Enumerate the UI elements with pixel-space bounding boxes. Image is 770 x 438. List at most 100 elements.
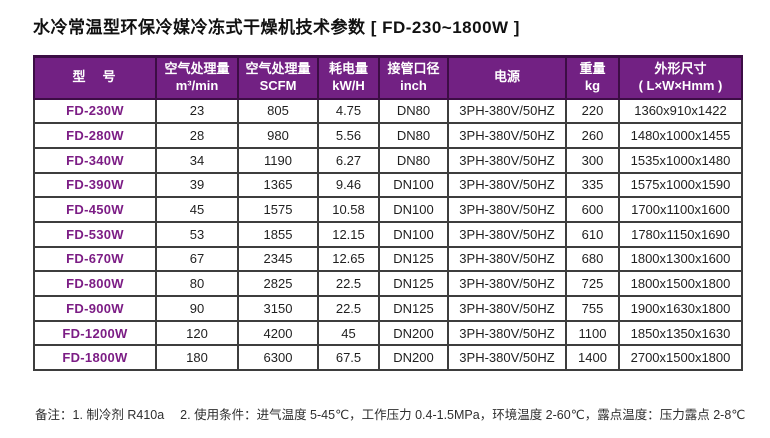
table-cell: DN100 [378, 220, 449, 248]
table-cell: 1190 [237, 146, 319, 174]
table-row: FD-280W 28 980 5.56 DN80 3PH-380V/50HZ 2… [33, 122, 743, 149]
table-cell: DN80 [378, 97, 449, 125]
table-cell: 9.46 [317, 171, 380, 199]
table-cell: 805 [237, 97, 319, 125]
footnote: 备注：1. 制冷剂 R410a 2. 使用条件：进气温度 5-45℃，工作压力 … [35, 408, 746, 422]
table-cell: 1480x1000x1455 [618, 122, 743, 149]
table-cell: 3PH-380V/50HZ [447, 171, 567, 199]
model-cell: FD-670W [33, 245, 157, 273]
table-row: FD-1200W 120 4200 45 DN200 3PH-380V/50HZ… [33, 319, 743, 347]
table-cell: DN100 [378, 196, 449, 223]
table-cell: 67 [155, 245, 239, 273]
table-cell: 1360x910x1422 [618, 97, 743, 125]
table-cell: 34 [155, 146, 239, 174]
table-cell: 3PH-380V/50HZ [447, 270, 567, 297]
table-cell: 45 [155, 196, 239, 223]
table-cell: 1800x1500x1800 [618, 270, 743, 297]
table-cell: 3PH-380V/50HZ [447, 196, 567, 223]
table-cell: DN200 [378, 344, 449, 372]
model-cell: FD-230W [33, 97, 157, 125]
table-cell: DN125 [378, 245, 449, 273]
table-cell: DN200 [378, 319, 449, 347]
model-cell: FD-800W [33, 270, 157, 297]
table-cell: 220 [565, 97, 620, 125]
model-cell: FD-390W [33, 171, 157, 199]
model-cell: FD-1800W [33, 344, 157, 372]
spec-table: 型 号 空气处理量 m³/min 空气处理量 SCFM 耗电量 kW/H 接管口径 in… [33, 55, 743, 372]
column-header-model: 型 号 [33, 55, 157, 100]
table-cell: DN125 [378, 270, 449, 297]
column-header-power-consumption: 耗电量 kW/H [317, 55, 380, 100]
table-cell: 4.75 [317, 97, 380, 125]
table-cell: 1855 [237, 220, 319, 248]
table-cell: 3PH-380V/50HZ [447, 146, 567, 174]
table-cell: 5.56 [317, 122, 380, 149]
table-cell: 12.15 [317, 220, 380, 248]
table-cell: DN80 [378, 122, 449, 149]
table-cell: 335 [565, 171, 620, 199]
table-row: FD-800W 80 2825 22.5 DN125 3PH-380V/50HZ… [33, 270, 743, 297]
table-cell: 300 [565, 146, 620, 174]
table-cell: 67.5 [317, 344, 380, 372]
table-cell: 1575x1000x1590 [618, 171, 743, 199]
table-cell: 1700x1100x1600 [618, 196, 743, 223]
table-cell: 2825 [237, 270, 319, 297]
table-cell: 3PH-380V/50HZ [447, 295, 567, 322]
model-cell: FD-900W [33, 295, 157, 322]
table-cell: 1780x1150x1690 [618, 220, 743, 248]
table-cell: 90 [155, 295, 239, 322]
table-cell: 6300 [237, 344, 319, 372]
table-cell: 12.65 [317, 245, 380, 273]
model-cell: FD-1200W [33, 319, 157, 347]
table-cell: 10.58 [317, 196, 380, 223]
table-cell: 680 [565, 245, 620, 273]
table-cell: 2700x1500x1800 [618, 344, 743, 372]
table-cell: DN100 [378, 171, 449, 199]
table-cell: 6.27 [317, 146, 380, 174]
column-header-weight: 重量 kg [565, 55, 620, 100]
table-cell: DN125 [378, 295, 449, 322]
table-cell: 39 [155, 171, 239, 199]
table-cell: 1800x1300x1600 [618, 245, 743, 273]
table-cell: 22.5 [317, 270, 380, 297]
table-row: FD-450W 45 1575 10.58 DN100 3PH-380V/50H… [33, 196, 743, 223]
table-cell: 28 [155, 122, 239, 149]
table-cell: 3PH-380V/50HZ [447, 122, 567, 149]
table-cell: 3150 [237, 295, 319, 322]
table-cell: 980 [237, 122, 319, 149]
table-cell: 3PH-380V/50HZ [447, 344, 567, 372]
model-cell: FD-340W [33, 146, 157, 174]
table-cell: 1850x1350x1630 [618, 319, 743, 347]
table-cell: 53 [155, 220, 239, 248]
table-row: FD-530W 53 1855 12.15 DN100 3PH-380V/50H… [33, 220, 743, 248]
column-header-pipe-diameter: 接管口径 inch [378, 55, 449, 100]
table-row: FD-1800W 180 6300 67.5 DN200 3PH-380V/50… [33, 344, 743, 372]
table-row: FD-390W 39 1365 9.46 DN100 3PH-380V/50HZ… [33, 171, 743, 199]
table-cell: 3PH-380V/50HZ [447, 220, 567, 248]
table-cell: 1400 [565, 344, 620, 372]
column-header-air-flow-m3: 空气处理量 m³/min [155, 55, 239, 100]
model-cell: FD-530W [33, 220, 157, 248]
table-cell: 1365 [237, 171, 319, 199]
column-header-dimensions: 外形尺寸( L×W×Hmm ) [618, 55, 743, 100]
table-cell: 120 [155, 319, 239, 347]
table-row: FD-900W 90 3150 22.5 DN125 3PH-380V/50HZ… [33, 295, 743, 322]
table-cell: 1900x1630x1800 [618, 295, 743, 322]
table-header-row: 型 号 空气处理量 m³/min 空气处理量 SCFM 耗电量 kW/H 接管口径 in… [33, 55, 743, 100]
table-cell: 80 [155, 270, 239, 297]
table-cell: 3PH-380V/50HZ [447, 245, 567, 273]
table-cell: 1575 [237, 196, 319, 223]
model-cell: FD-450W [33, 196, 157, 223]
table-cell: 1535x1000x1480 [618, 146, 743, 174]
model-cell: FD-280W [33, 122, 157, 149]
table-row: FD-230W 23 805 4.75 DN80 3PH-380V/50HZ 2… [33, 97, 743, 125]
table-cell: 725 [565, 270, 620, 297]
column-header-air-flow-scfm: 空气处理量 SCFM [237, 55, 319, 100]
table-cell: 610 [565, 220, 620, 248]
page-title: 水冷常温型环保冷媒冷冻式干燥机技术参数 [ FD-230~1800W ] [33, 18, 520, 37]
table-row: FD-340W 34 1190 6.27 DN80 3PH-380V/50HZ … [33, 146, 743, 174]
table-cell: 2345 [237, 245, 319, 273]
table-cell: DN80 [378, 146, 449, 174]
table-cell: 23 [155, 97, 239, 125]
table-cell: 260 [565, 122, 620, 149]
